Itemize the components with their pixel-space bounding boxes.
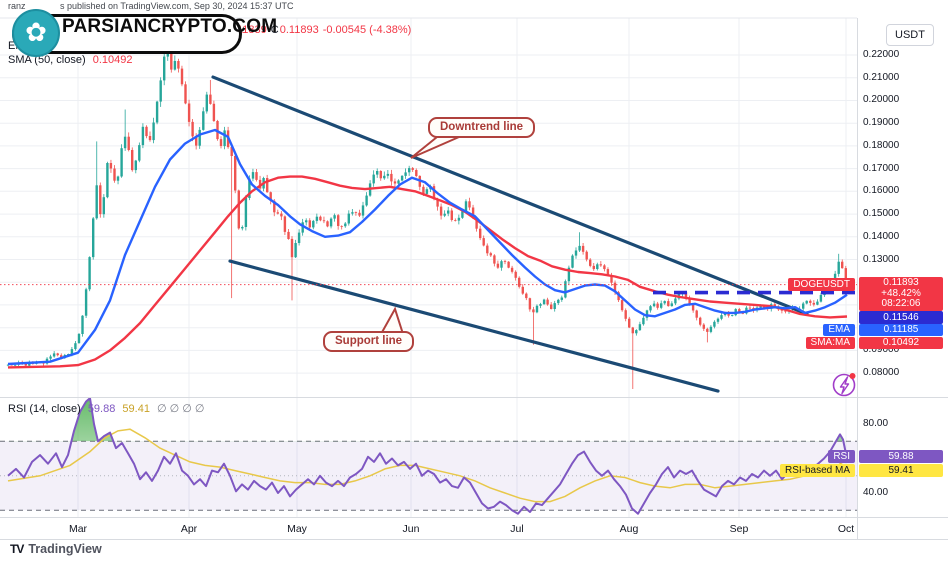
- price-axis-label: 0.14000: [863, 231, 900, 242]
- tradingview-logo-icon: TV: [10, 542, 24, 556]
- sma-legend-value: 0.10492: [92, 54, 133, 66]
- close-label: C: [270, 24, 279, 36]
- month-axis-label: Oct: [837, 523, 855, 535]
- bar-countdown-timer: 08:22:06: [881, 298, 921, 309]
- price-axis-label: 0.19000: [863, 117, 900, 128]
- rsi-legend-empty-values: ∅ ∅ ∅ ∅: [157, 403, 205, 415]
- price-axis-label: 0.13000: [863, 254, 900, 265]
- month-axis-label: Jul: [510, 523, 524, 535]
- watermark-text: PARSIANCRYPTO.COM: [62, 16, 278, 37]
- sma-legend-label: SMA (50, close): [8, 54, 86, 66]
- month-axis-label: Apr: [180, 523, 198, 535]
- price-axis-label: 0.15000: [863, 208, 900, 219]
- rsi-legend-label: RSI (14, close): [8, 403, 81, 415]
- rsi-line: [7, 397, 848, 515]
- rsi-ma-axis-chip: RSI-based MA: [779, 464, 855, 477]
- ohlc-low-tail: 11839: [237, 24, 267, 36]
- sma-value-badge: 0.10492: [859, 337, 943, 349]
- rsi-axis-label: 80.00: [863, 418, 889, 429]
- ema20-line: [7, 128, 848, 366]
- price-axis-label: 0.18000: [863, 140, 900, 151]
- sma50-line: [7, 175, 848, 369]
- rsi-legend-row[interactable]: RSI (14, close) 59.88 59.41 ∅ ∅ ∅ ∅: [8, 402, 209, 415]
- last-price-badge: 0.11893 +48.42% 08:22:06: [859, 277, 943, 311]
- currency-toggle-button[interactable]: USDT: [886, 24, 934, 46]
- tradingview-logo[interactable]: TV TradingView: [10, 542, 102, 556]
- resistance-level-badge: 0.11546: [859, 311, 943, 324]
- attribution-text: ranz: [8, 1, 26, 11]
- ema-value-badge: 0.11185: [859, 324, 943, 336]
- change-value: -0.00545 (-4.38%): [322, 24, 412, 36]
- price-axis-label: 0.17000: [863, 163, 900, 174]
- ema-axis-chip: EMA: [823, 324, 855, 336]
- candlestick-series: [6, 38, 847, 389]
- tradingview-logo-text: TradingView: [28, 542, 102, 556]
- downtrend-trendline[interactable]: [211, 75, 809, 316]
- parsiancrypto-logo-icon: ✿: [12, 9, 60, 57]
- rsi-overbought-fill: [8, 398, 847, 442]
- symbol-axis-chip: DOGEUSDT: [788, 278, 855, 291]
- month-axis-label: May: [287, 523, 307, 535]
- month-axis-label: Sep: [729, 523, 749, 535]
- rsi-axis-label: 40.00: [863, 487, 889, 498]
- change-percent-value: +48.42%: [881, 287, 921, 299]
- rsi-legend-value: 59.88: [87, 403, 116, 415]
- last-price-value: 0.11893: [883, 277, 919, 288]
- price-axis-label: 0.09000: [863, 344, 900, 355]
- close-value: 0.11893: [279, 24, 319, 36]
- downtrend-line-annotation[interactable]: Downtrend line: [428, 117, 536, 138]
- support-line-annotation[interactable]: Support line: [323, 331, 415, 352]
- month-axis-label: Aug: [619, 523, 639, 535]
- month-axis-label: Jun: [402, 523, 420, 535]
- price-axis-label: 0.08000: [863, 367, 900, 378]
- price-axis-label: 0.16000: [863, 185, 900, 196]
- downtrend-annotation-tail: [410, 136, 460, 159]
- rsi-value-badge: 59.88: [859, 450, 943, 463]
- price-axis-label: 0.22000: [863, 49, 900, 60]
- month-axis-label: Mar: [68, 523, 88, 535]
- sma-legend-row[interactable]: SMA (50, close) 0.10492: [8, 54, 136, 66]
- boost-flash-icon[interactable]: [832, 373, 856, 397]
- symbol-legend-row[interactable]: 11839 C0.11893 -0.00545 (-4.38%): [237, 24, 415, 36]
- attribution-text-suffix: s published on TradingView.com, Sep 30, …: [60, 1, 294, 11]
- price-axis-label: 0.21000: [863, 72, 900, 83]
- sma-axis-chip: SMA:MA: [805, 337, 855, 349]
- support-trendline[interactable]: [228, 259, 720, 393]
- rsi-ma-value-badge: 59.41: [859, 464, 943, 477]
- rsi-axis-chip: RSI: [828, 450, 855, 463]
- price-axis-label: 0.20000: [863, 94, 900, 105]
- rsi-ma-legend-value: 59.41: [122, 403, 150, 415]
